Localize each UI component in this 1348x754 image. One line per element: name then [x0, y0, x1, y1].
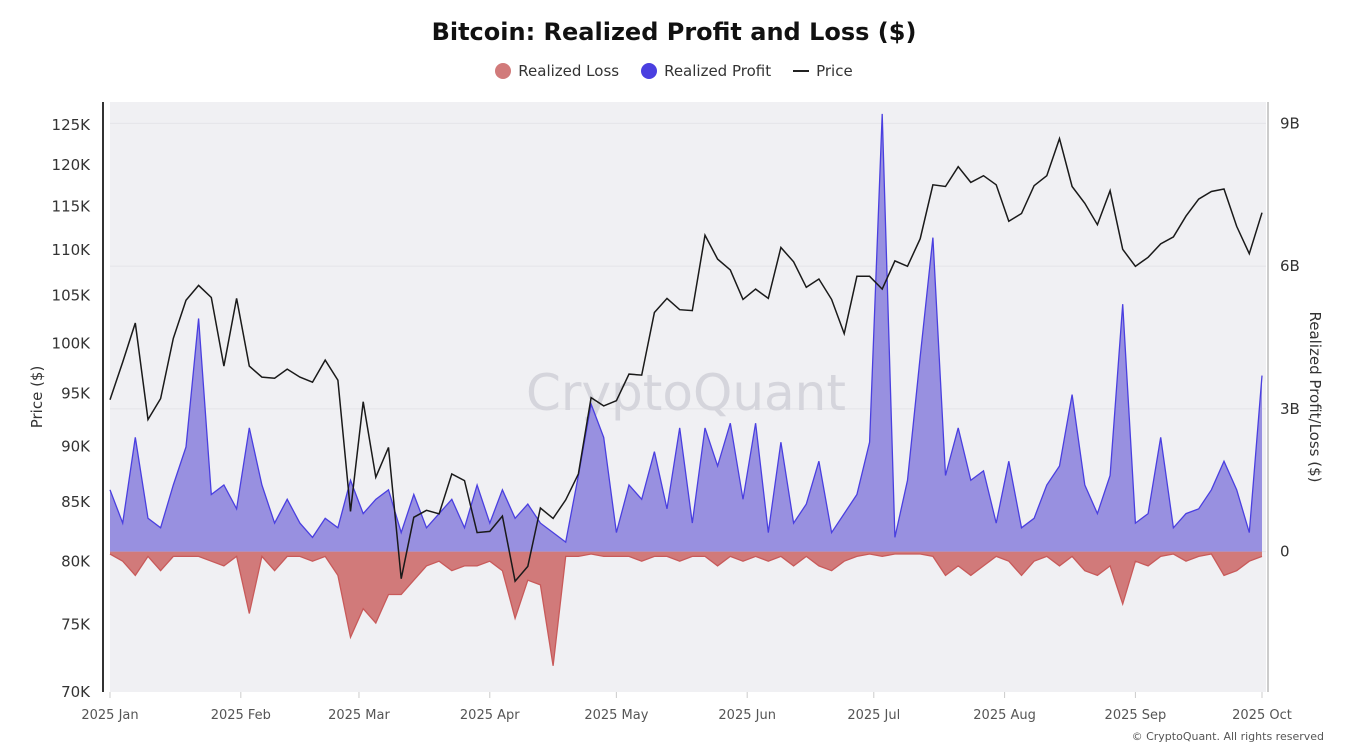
x-tick-label: 2025 Aug — [973, 708, 1036, 723]
plot-area — [110, 102, 1266, 692]
legend-label-profit: Realized Profit — [664, 62, 772, 80]
legend-item-loss[interactable]: Realized Loss — [495, 62, 619, 80]
x-tick-label: 2025 Oct — [1232, 708, 1292, 723]
y-left-axis-title: Price ($) — [28, 366, 46, 429]
legend-item-profit[interactable]: Realized Profit — [641, 62, 771, 80]
legend-item-price[interactable]: Price — [793, 62, 853, 80]
price-swatch-icon — [793, 70, 810, 72]
y-left-tick-label: 105K — [52, 287, 92, 305]
y-left-tick-label: 70K — [61, 683, 91, 701]
y-left-tick-label: 120K — [52, 156, 92, 174]
y-left-tick-label: 100K — [52, 334, 92, 352]
y-right-tick-label: 3B — [1280, 400, 1300, 418]
realized-profit-line — [109, 113, 1263, 544]
x-tick-label: 2025 Mar — [328, 708, 390, 723]
legend-label-loss: Realized Loss — [518, 62, 620, 80]
x-tick-label: 2025 Apr — [460, 708, 520, 723]
y-right-axis-title: Realized Profit/Loss ($) — [1306, 312, 1324, 483]
y-left-tick-label: 90K — [61, 437, 91, 455]
x-tick-label: 2025 Sep — [1105, 708, 1167, 723]
realized-loss-line — [109, 553, 1263, 666]
y-left-tick-label: 115K — [52, 198, 92, 216]
y-right-tick-label: 9B — [1280, 114, 1300, 132]
x-tick-label: 2025 Jul — [847, 708, 900, 723]
y-left-tick-label: 125K — [52, 116, 92, 134]
y-left-tick-label: 75K — [61, 616, 91, 634]
watermark-logo: CryptoQuant — [526, 364, 846, 422]
profit-swatch-icon — [641, 63, 658, 79]
y-right-tick-label: 0 — [1280, 543, 1290, 561]
chart-title: Bitcoin: Realized Profit and Loss ($) — [431, 18, 917, 46]
x-tick-label: 2025 Jan — [81, 708, 138, 723]
realized-loss-area — [110, 551, 1262, 666]
y-right-tick-label: 6B — [1280, 257, 1300, 275]
x-tick-label: 2025 May — [584, 708, 648, 723]
realized-profit-area — [110, 113, 1262, 552]
legend: Realized Loss Realized Profit Price — [0, 62, 1348, 80]
legend-label-price: Price — [816, 62, 853, 80]
x-tick-label: 2025 Jun — [718, 708, 776, 723]
copyright: © CryptoQuant. All rights reserved — [1131, 730, 1324, 743]
y-left-tick-label: 80K — [61, 552, 91, 570]
price-line — [109, 136, 1263, 583]
y-left-tick-label: 95K — [61, 384, 91, 402]
y-left-tick-label: 85K — [61, 493, 91, 511]
y-left-tick-label: 110K — [52, 241, 92, 259]
x-tick-label: 2025 Feb — [211, 708, 271, 723]
loss-swatch-icon — [495, 63, 512, 79]
